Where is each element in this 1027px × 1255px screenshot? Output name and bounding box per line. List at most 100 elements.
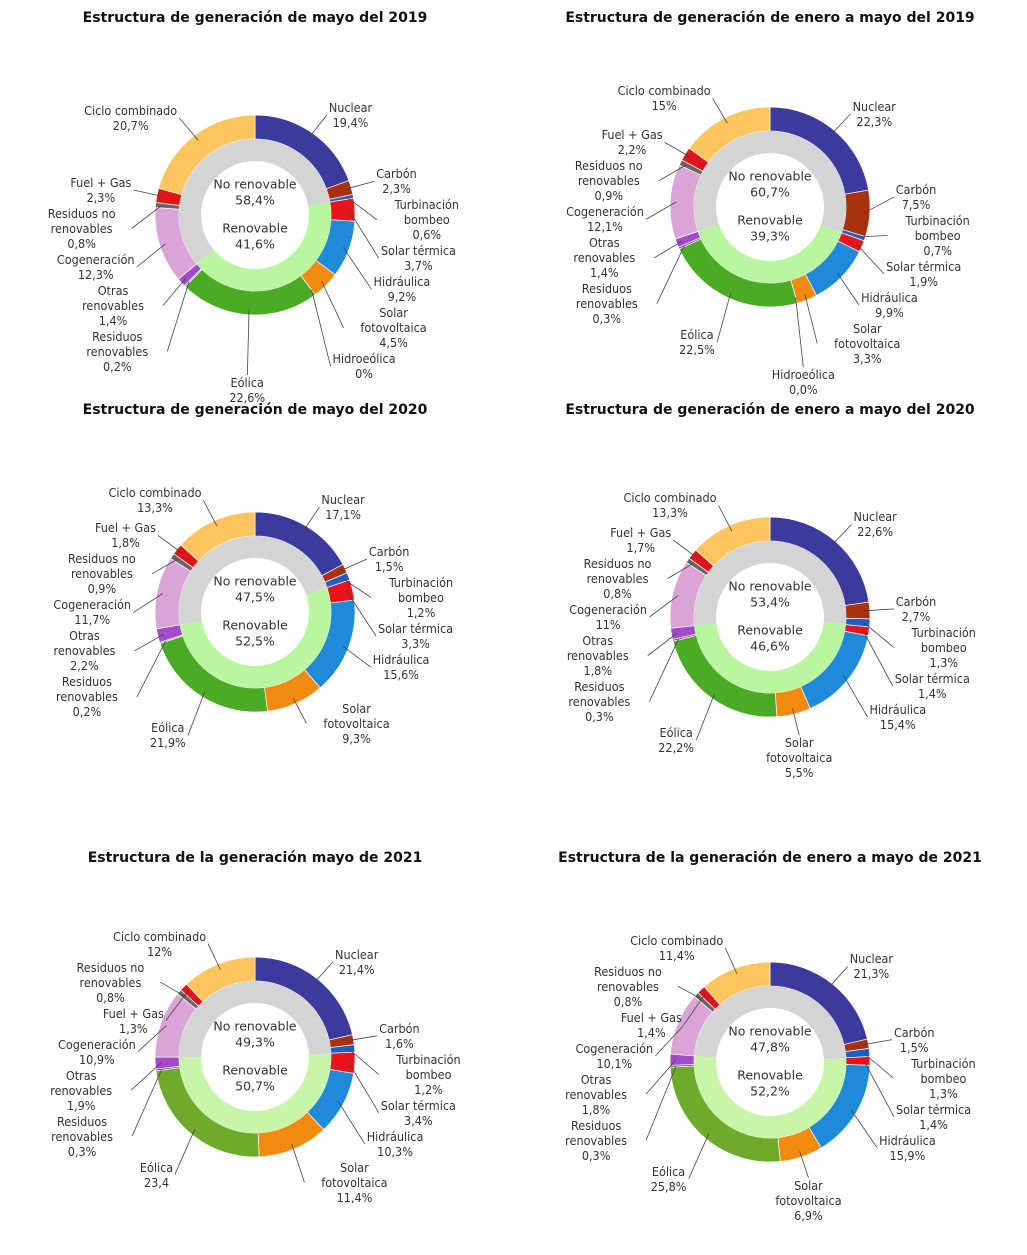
leader-line: [862, 1039, 893, 1046]
leader-line: [339, 558, 368, 572]
segment-value: 0,8%: [603, 586, 632, 602]
segment-name: Hidráulica: [861, 290, 918, 305]
center-label: Renovable: [737, 623, 803, 638]
segment-label: Otras renovables 1,4%: [65, 283, 161, 328]
segment-name: Otras renovables: [573, 235, 636, 266]
segment-label: Hidráulica 15,4%: [869, 702, 926, 732]
segment-label: Residuos no renovables 0,8%: [34, 206, 130, 251]
segment-label: Residuos renovables 0,3%: [551, 679, 647, 724]
segment-value: 0,3%: [592, 311, 622, 327]
segment-label: Cogeneración 12,3%: [57, 252, 135, 282]
segment-value: 21,3%: [853, 966, 890, 982]
leader-line: [863, 1060, 895, 1117]
segment-value: 2,2%: [617, 142, 647, 158]
leader-line: [792, 708, 800, 736]
segment-name: Cogeneración: [58, 1036, 136, 1052]
segment-value: 15%: [651, 98, 677, 114]
leader-line: [342, 645, 371, 668]
segment-name: Fuel + Gas: [601, 127, 663, 143]
segment-label: Residuos renovables 0,3%: [548, 1118, 644, 1163]
inner-segment: [180, 587, 331, 688]
segment-value: 1,3%: [119, 1020, 148, 1036]
segment-value: 4,5%: [379, 335, 408, 351]
segment-name: Nuclear: [335, 946, 379, 962]
center-value: 58,4%: [235, 193, 275, 208]
segment-value: 1,4%: [637, 1024, 666, 1040]
segment-label: Turbinación bombeo 1,2%: [381, 1052, 477, 1097]
segment-name: Nuclear: [849, 951, 894, 967]
segment-name: Residuos no renovables: [47, 206, 116, 236]
center-value: 52,2%: [750, 1084, 790, 1099]
segment-label: Turbinación bombeo 1,2%: [373, 575, 469, 620]
segment-name: Solar fotovoltaica: [321, 1159, 388, 1190]
segment-value: 12,3%: [77, 267, 114, 282]
segment-label: Nuclear 21,3%: [850, 951, 893, 981]
segment-name: Fuel + Gas: [70, 175, 132, 190]
segment-label: Solar fotovoltaica 6,9%: [760, 1178, 856, 1223]
segment-label: Cogeneración 11,7%: [53, 597, 131, 627]
center-value: 53,4%: [750, 595, 790, 610]
segment-value: 6,9%: [794, 1207, 823, 1223]
segment-name: Otras renovables: [50, 1067, 113, 1098]
segment-value: 11,7%: [74, 612, 111, 628]
segment-label: Residuos no renovables 0,9%: [54, 551, 150, 596]
inner-segment: [694, 1055, 846, 1139]
segment-name: Nuclear: [328, 99, 373, 115]
inner-segment: [179, 1053, 331, 1134]
leader-line: [292, 697, 307, 724]
inner-segment: [178, 981, 331, 1058]
leader-line: [174, 1129, 196, 1175]
segment-label: Residuos no renovables 0,8%: [570, 556, 666, 601]
segment-name: Turbinación bombeo: [911, 624, 976, 655]
segment-name: Solar fotovoltaica: [775, 1177, 842, 1208]
leader-line: [246, 308, 250, 376]
leader-line: [187, 691, 206, 736]
segment-name: Carbón: [893, 1024, 935, 1040]
segment-name: Fuel + Gas: [102, 1005, 164, 1021]
leader-line: [645, 1059, 677, 1095]
segment-label: Ciclo combinado 13,3%: [108, 485, 201, 515]
segment-label: Hidráulica 10,3%: [367, 1129, 424, 1159]
segment-value: 13,3%: [137, 500, 173, 516]
leader-line: [348, 209, 380, 259]
segment-value: 1,4%: [98, 313, 128, 328]
segment-name: Ciclo combinado: [84, 102, 178, 118]
inner-segment: [178, 535, 327, 625]
leader-line: [655, 1025, 684, 1057]
inner-segment: [694, 622, 846, 693]
leader-line: [203, 500, 218, 527]
segment-value: 13,3%: [652, 505, 688, 521]
segment-value: 1,3%: [929, 1085, 958, 1101]
segment-name: Otras renovables: [82, 283, 144, 313]
segment-value: 15,6%: [383, 667, 419, 683]
segment-value: 10,3%: [377, 1143, 413, 1159]
segment-label: Turbinación bombeo 1,3%: [896, 625, 992, 670]
leader-line: [133, 189, 163, 197]
leader-line: [673, 539, 698, 559]
segment-label: Carbón 1,6%: [379, 1021, 420, 1051]
segment-name: Cogeneración: [53, 597, 132, 613]
leader-line: [683, 993, 706, 1025]
segment-label: Cogeneración 10,1%: [576, 1041, 654, 1071]
center-label: No renovable: [728, 579, 812, 594]
segment-name: Nuclear: [321, 492, 365, 508]
segment-value: 0,3%: [585, 709, 614, 725]
center-value: 47,5%: [235, 590, 275, 605]
leader-line: [133, 593, 164, 613]
segment-label: Solar fotovoltaica 11,4%: [306, 1160, 402, 1205]
segment-label: Carbón 7,5%: [896, 182, 937, 212]
segment-label: Ciclo combinado 15%: [618, 83, 711, 113]
leader-line: [157, 535, 183, 554]
chart-title: Estructura de la generación de enero a m…: [558, 850, 982, 866]
segment-name: Residuos no renovables: [76, 959, 145, 990]
segment-label: Solar fotovoltaica 4,5%: [346, 305, 442, 350]
segment-value: 2,2%: [70, 658, 99, 674]
inner-segment: [196, 202, 331, 291]
segment-value: 1,2%: [406, 605, 436, 621]
leader-line: [207, 943, 221, 970]
segment-label: Ciclo combinado 12%: [113, 929, 206, 959]
segment-value: 1,5%: [899, 1039, 929, 1055]
segment: [329, 197, 356, 222]
segment-value: 2,3%: [86, 190, 116, 205]
